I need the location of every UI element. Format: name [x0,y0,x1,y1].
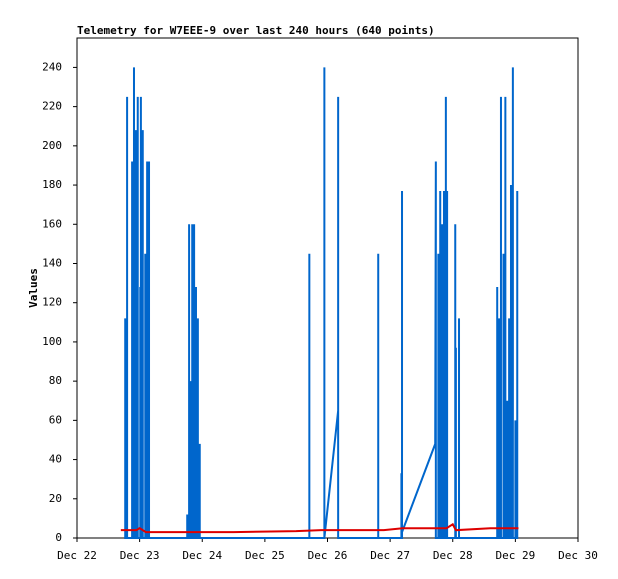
y-tick-label: 100 [42,335,62,348]
x-tick-label: Dec 28 [433,549,473,562]
x-tick-label: Dec 30 [558,549,598,562]
x-tick-label: Dec 29 [496,549,536,562]
series-line [120,522,519,534]
y-tick-label: 60 [49,413,62,426]
x-tick-label: Dec 22 [57,549,97,562]
y-tick-label: 220 [42,100,62,113]
y-tick-label: 180 [42,178,62,191]
y-tick-label: 200 [42,139,62,152]
y-tick-label: 140 [42,256,62,269]
y-tick-label: 80 [49,374,62,387]
chart-title: Telemetry for W7EEE-9 over last 240 hour… [77,24,435,37]
y-tick-label: 160 [42,217,62,230]
series-line [124,67,519,539]
x-tick-label: Dec 27 [370,549,410,562]
y-tick-label: 120 [42,296,62,309]
x-tick-label: Dec 26 [308,549,348,562]
x-tick-label: Dec 25 [245,549,285,562]
y-axis-label: Values [27,268,40,308]
y-tick-label: 0 [55,531,62,544]
x-tick-label: Dec 24 [182,549,222,562]
y-tick-label: 240 [42,60,62,73]
x-tick-label: Dec 23 [120,549,160,562]
y-tick-label: 40 [49,453,62,466]
y-tick-label: 20 [49,492,62,505]
